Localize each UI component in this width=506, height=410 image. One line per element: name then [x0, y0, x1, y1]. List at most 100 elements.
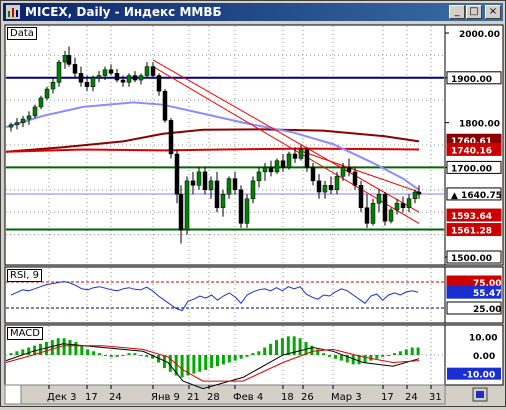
macd-hist-bar [204, 355, 208, 370]
minimize-button[interactable]: _ [449, 5, 465, 19]
chart-app-icon [6, 5, 20, 19]
candle-up [388, 209, 394, 222]
macd-hist-bar [221, 355, 225, 365]
chart-area[interactable]: Дек 3 17 24 Янв 9 21 28 Фев 4 18 26 Мар 3 17 24 31 20… [3, 23, 505, 410]
rsi-badge: 25.00 [446, 301, 502, 315]
macd-hist-bar [257, 351, 261, 355]
candle-up [208, 180, 214, 191]
macd-hist-bar [103, 355, 107, 356]
macd-hist-bar [387, 355, 391, 356]
macd-hist-bar [216, 355, 219, 367]
price-badge-text: 1740.16 [451, 146, 492, 156]
date-label: Фев 4 [233, 392, 263, 403]
candle-down [132, 75, 138, 81]
candle-up [38, 97, 44, 108]
candle-down [72, 64, 78, 74]
macd-hist-bar [357, 355, 361, 365]
macd-line [5, 343, 420, 390]
macd-hist-bar [198, 355, 202, 372]
macd-hist-bar [416, 347, 420, 355]
macd-hist-bar [139, 355, 143, 356]
candle-down [364, 207, 370, 224]
candle-up [340, 167, 346, 177]
candle-down [328, 185, 334, 191]
candle-down [156, 75, 162, 92]
candle-up [220, 194, 226, 208]
macd-hist-bar [369, 355, 373, 361]
rsi-badge-text: 25.00 [473, 305, 501, 315]
candle-up [56, 61, 62, 83]
candle-down [168, 120, 174, 155]
macd-hist-bar [115, 355, 119, 357]
macd-hist-bar [74, 341, 78, 355]
date-label: 18 [281, 392, 294, 403]
candle-up [274, 160, 280, 173]
rsi-panel-label: RSI, 9 [7, 269, 42, 282]
macd-hist-bar [381, 355, 385, 357]
macd-hist-bar [15, 351, 19, 355]
macd-hist-bar [351, 355, 355, 365]
price-badge: 1900.00 [446, 71, 502, 85]
close-button[interactable]: × [485, 5, 501, 19]
macd-hist-bar [334, 355, 337, 359]
candle-down [382, 194, 388, 222]
candle-up [196, 171, 202, 186]
macd-hist-bar [180, 355, 184, 378]
scroll-end-icon[interactable] [472, 387, 488, 402]
maximize-button[interactable]: □ [466, 5, 482, 19]
candle-up [256, 171, 262, 182]
chart-canvas[interactable]: Дек 3 17 24 Янв 9 21 28 Фев 4 18 26 Мар 3 17 24 31 20… [3, 23, 505, 406]
date-label: 26 [301, 392, 314, 403]
price-badge: 1740.16 [446, 142, 502, 156]
macd-hist-bar [410, 347, 414, 355]
macd-hist-bar [33, 345, 37, 355]
macd-hist-bar [210, 355, 214, 369]
price-badge-bg [446, 142, 502, 156]
macd-hist-bar [162, 355, 166, 369]
candle-down [416, 191, 422, 195]
price-badge-text: 1900.00 [451, 75, 492, 85]
candle-up [286, 153, 292, 168]
price-badge-bg [446, 223, 502, 237]
candle-down [178, 194, 184, 231]
price-badge-text: 1593.64 [451, 212, 492, 222]
candle-down [78, 73, 84, 83]
price-tick-label: 2000.00 [459, 30, 500, 40]
macd-hist-bar [239, 355, 243, 359]
macd-hist-bar [404, 349, 408, 355]
candle-up [138, 75, 144, 81]
price-badge-text: 1561.28 [451, 227, 492, 237]
candle-up [8, 124, 14, 128]
macd-hist-bar [186, 355, 190, 376]
macd-hist-bar [151, 355, 155, 359]
macd-hist-bar [133, 353, 137, 355]
candle-down [190, 180, 196, 186]
candle-down [352, 171, 358, 186]
date-label: 24 [405, 392, 418, 403]
macd-hist-bar [127, 353, 131, 355]
window-title: MICEX, Daily - Индекс ММВБ [25, 5, 222, 19]
macd-hist-bar [50, 340, 54, 355]
macd-hist-bar [298, 338, 302, 355]
macd-hist-bar [9, 353, 13, 355]
candle-down [304, 149, 310, 168]
price-badge-bg [446, 187, 502, 201]
macd-hist-bar [56, 338, 60, 355]
macd-hist-bar [227, 355, 231, 363]
candle-down [66, 55, 72, 65]
macd-hist-bar [62, 338, 66, 355]
rsi-badge-text: 75.00 [473, 279, 501, 289]
macd-hist-bar [304, 341, 308, 355]
candle-up [184, 180, 190, 231]
candle-up [262, 167, 268, 173]
candle-down [84, 82, 90, 88]
date-label: 17 [381, 392, 394, 403]
candle-down [114, 73, 120, 81]
date-label: 21 [187, 392, 200, 403]
macd-tick-label: -10.00 [463, 371, 495, 381]
macd-tick-badge-bg [447, 367, 501, 380]
date-axis-corner [4, 384, 22, 405]
macd-panel-label: MACD [7, 327, 43, 340]
ma-slow-line [5, 128, 420, 153]
title-bar[interactable]: MICEX, Daily - Индекс ММВБ _ □ × [3, 3, 503, 21]
